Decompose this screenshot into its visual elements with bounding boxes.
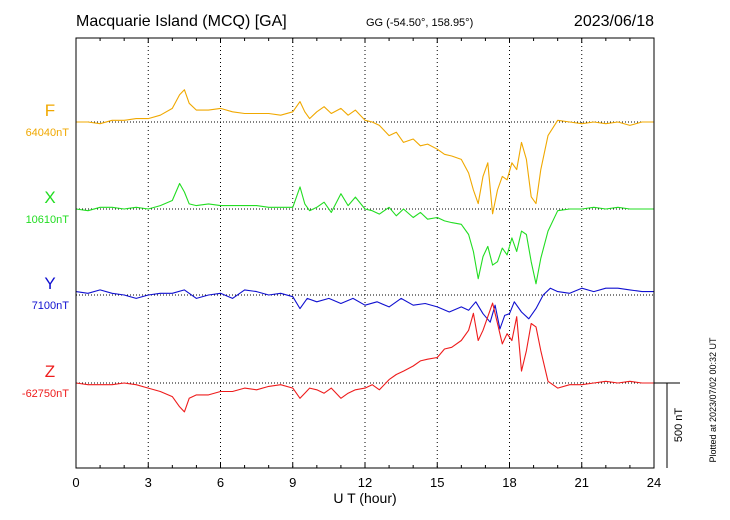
scale-bar-label: 500 nT [673, 408, 685, 443]
baseline-layer [76, 121, 654, 384]
station-title: Macquarie Island (MCQ) [GA] [76, 13, 287, 30]
x-tick-label: 12 [358, 475, 372, 490]
grid-layer [147, 38, 583, 468]
series-line-x [75, 182, 654, 285]
series-name-f: F [45, 101, 55, 120]
scale-bar: 500 nT [654, 382, 685, 468]
series-baseline-f: 64040nT [26, 127, 70, 139]
series-baseline-y: 7100nT [32, 300, 70, 312]
series-layer [75, 89, 654, 413]
series-name-z: Z [45, 362, 55, 381]
series-line-f [76, 89, 654, 215]
x-tick-label: 9 [289, 475, 296, 490]
series-line-z [75, 302, 654, 413]
series-labels: F 64040nT X 10610nT Y 7100nT Z -62750nT [22, 101, 69, 400]
series-baseline-x: 10610nT [26, 214, 70, 226]
series-baseline-z: -62750nT [22, 388, 69, 400]
geo-coordinates: GG (-54.50°, 158.95°) [366, 17, 473, 29]
series-name-y: Y [44, 274, 55, 293]
plot-date: 2023/06/18 [574, 13, 654, 30]
series-line-y [75, 287, 654, 330]
x-tick-label: 18 [502, 475, 516, 490]
series-name-x: X [44, 188, 55, 207]
x-tick-label: 15 [430, 475, 444, 490]
x-tick-label: 21 [575, 475, 589, 490]
x-tick-label: 3 [145, 475, 152, 490]
x-axis-label: U T (hour) [333, 490, 396, 506]
plotted-timestamp: Plotted at 2023/07/02 00:32 UT [708, 337, 718, 463]
x-tick-label: 0 [72, 475, 79, 490]
x-tick-label: 6 [217, 475, 224, 490]
x-axis: 0 3 6 9 12 15 18 21 24 [72, 38, 661, 490]
x-tick-label: 24 [647, 475, 661, 490]
